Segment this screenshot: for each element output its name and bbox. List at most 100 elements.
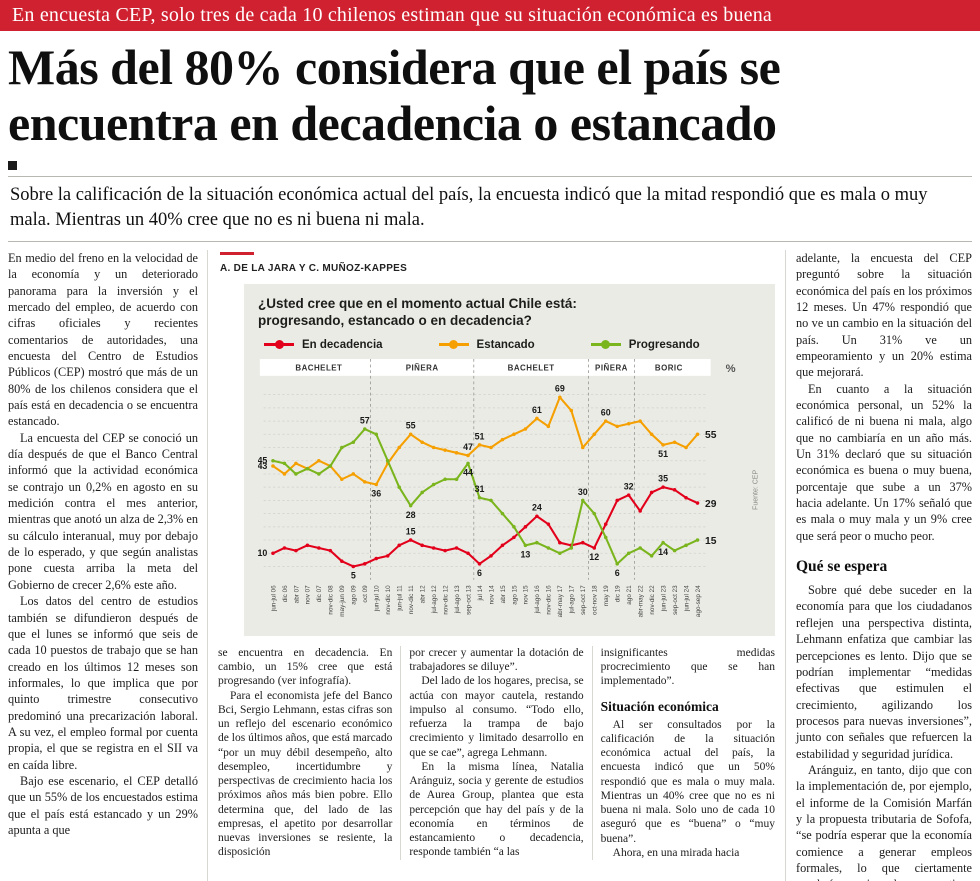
article-column-right: adelante, la encuesta del CEP preguntó s… bbox=[785, 249, 972, 881]
right-intro: adelante, la encuesta del CEP preguntó s… bbox=[796, 250, 972, 544]
headline: Más del 80% considera que el país se enc… bbox=[8, 39, 781, 151]
svg-text:may 19: may 19 bbox=[603, 585, 610, 606]
svg-text:abr-may 17: abr-may 17 bbox=[557, 585, 564, 618]
svg-text:32: 32 bbox=[624, 481, 634, 491]
svg-text:57: 57 bbox=[360, 415, 370, 425]
below-chart-columns: se encuentra en decadencia. En cambio, u… bbox=[218, 645, 775, 861]
svg-text:35: 35 bbox=[658, 473, 668, 483]
svg-text:51: 51 bbox=[658, 449, 668, 459]
svg-text:jul-ago 12: jul-ago 12 bbox=[431, 585, 438, 614]
svg-text:abr 12: abr 12 bbox=[419, 585, 426, 603]
paragraph: Sobre qué debe suceder en la economía pa… bbox=[796, 583, 972, 761]
svg-text:5: 5 bbox=[351, 570, 356, 580]
deck-paragraph: Sobre la calificación de la situación ec… bbox=[10, 185, 928, 230]
byline: A. DE LA JARA Y C. MUÑOZ-KAPPES bbox=[220, 251, 775, 276]
svg-text:PIÑERA: PIÑERA bbox=[595, 363, 628, 372]
article-column-mid-3: insignificantes medidas procrecimiento q… bbox=[591, 645, 775, 861]
paragraph: Bajo ese escenario, el CEP detalló que u… bbox=[8, 773, 198, 837]
svg-text:nov-dic 16: nov-dic 16 bbox=[546, 585, 553, 615]
article-body: En medio del freno en la velocidad de la… bbox=[0, 242, 980, 881]
chart-title: ¿Usted cree que en el momento actual Chi… bbox=[258, 295, 577, 328]
svg-text:14: 14 bbox=[658, 547, 668, 557]
byline-accent-rule bbox=[220, 251, 254, 255]
right-body: Sobre qué debe suceder en la economía pa… bbox=[796, 582, 972, 881]
svg-text:dic 19: dic 19 bbox=[615, 585, 622, 602]
svg-text:36: 36 bbox=[371, 488, 381, 498]
svg-text:BACHELET: BACHELET bbox=[295, 363, 342, 372]
svg-text:jul-ago 17: jul-ago 17 bbox=[569, 585, 576, 614]
svg-text:61: 61 bbox=[532, 405, 542, 415]
svg-text:28: 28 bbox=[406, 510, 416, 520]
svg-text:nov 15: nov 15 bbox=[523, 585, 530, 605]
svg-text:may-jun 09: may-jun 09 bbox=[339, 585, 346, 617]
svg-text:jul-ago 13: jul-ago 13 bbox=[454, 585, 461, 614]
svg-text:ago-sep 24: ago-sep 24 bbox=[695, 585, 702, 617]
svg-text:30: 30 bbox=[578, 486, 588, 496]
subhead-situacion-economica: Situación económica bbox=[600, 698, 719, 714]
svg-text:jun-jul 24: jun-jul 24 bbox=[683, 585, 690, 612]
svg-text:13: 13 bbox=[520, 549, 530, 559]
legend-item-estancado: Estancado bbox=[438, 339, 535, 351]
subhead-que-se-espera: Qué se espera bbox=[796, 558, 888, 576]
svg-text:jul 14: jul 14 bbox=[477, 585, 484, 602]
paragraph: Al ser consultados por la calificación d… bbox=[600, 718, 775, 845]
svg-text:nov-dic 08: nov-dic 08 bbox=[328, 585, 335, 615]
svg-text:55: 55 bbox=[406, 420, 416, 430]
svg-text:ago 15: ago 15 bbox=[511, 585, 518, 605]
svg-text:60: 60 bbox=[601, 407, 611, 417]
svg-text:oct 09: oct 09 bbox=[362, 585, 369, 603]
svg-text:44: 44 bbox=[463, 467, 473, 477]
svg-text:nov 07: nov 07 bbox=[305, 585, 312, 605]
legend-line-dot-marker bbox=[590, 340, 621, 350]
svg-text:sep-oct 17: sep-oct 17 bbox=[580, 585, 587, 615]
paragraph: Del lado de los hogares, precisa, se act… bbox=[409, 675, 584, 759]
legend-label: En decadencia bbox=[302, 338, 383, 351]
svg-text:51: 51 bbox=[475, 431, 485, 441]
article-column-mid-2: por crecer y aumentar la dotación de tra… bbox=[400, 645, 591, 860]
mid-3-body: Al ser consultados por la calificación d… bbox=[601, 718, 775, 861]
svg-text:BORIC: BORIC bbox=[655, 363, 683, 372]
paragraph: Los datos del centro de estudios también… bbox=[8, 594, 198, 772]
svg-text:abr-may 22: abr-may 22 bbox=[637, 585, 644, 618]
svg-text:%: % bbox=[726, 363, 736, 375]
paragraph: Para el economista jefe del Banco Bci, S… bbox=[218, 689, 393, 859]
article-column-center: A. DE LA JARA Y C. MUÑOZ-KAPPES ¿Usted c… bbox=[207, 249, 785, 881]
svg-text:sep-oct 13: sep-oct 13 bbox=[465, 585, 472, 615]
paragraph: En cuanto a la situación económica perso… bbox=[796, 381, 972, 543]
svg-text:15: 15 bbox=[406, 526, 416, 536]
paragraph: insignificantes medidas procrecimiento q… bbox=[600, 646, 775, 688]
svg-text:nov-dic 10: nov-dic 10 bbox=[385, 585, 392, 615]
svg-text:6: 6 bbox=[615, 568, 620, 578]
svg-text:nov-dic 12: nov-dic 12 bbox=[442, 585, 449, 615]
svg-text:15: 15 bbox=[705, 535, 717, 546]
article-column-mid-1: se encuentra en decadencia. En cambio, u… bbox=[218, 646, 400, 860]
divider-bottom bbox=[8, 240, 972, 242]
svg-text:abr 07: abr 07 bbox=[293, 585, 300, 603]
svg-text:jun-jul 06: jun-jul 06 bbox=[270, 585, 277, 612]
svg-text:nov-dic 22: nov-dic 22 bbox=[649, 585, 656, 615]
paragraph: La encuesta del CEP se conoció un día de… bbox=[8, 430, 198, 592]
legend-label: Progresando bbox=[628, 338, 700, 351]
section-bullet bbox=[8, 161, 17, 170]
article-column-left: En medio del freno en la velocidad de la… bbox=[8, 250, 207, 881]
svg-text:jun-jul 11: jun-jul 11 bbox=[397, 585, 404, 612]
paragraph: En la misma línea, Natalia Aránguiz, soc… bbox=[409, 760, 584, 859]
kicker-text: En encuesta CEP, solo tres de cada 10 ch… bbox=[12, 4, 773, 26]
paragraph: Ahora, en una mirada hacia bbox=[612, 846, 740, 859]
svg-text:sep-oct 23: sep-oct 23 bbox=[672, 585, 679, 615]
svg-text:ago 21: ago 21 bbox=[626, 585, 633, 605]
svg-text:47: 47 bbox=[463, 442, 473, 452]
svg-text:dic 06: dic 06 bbox=[282, 585, 289, 602]
kicker-bar: En encuesta CEP, solo tres de cada 10 ch… bbox=[0, 0, 980, 31]
legend-line-dot-marker bbox=[438, 340, 469, 350]
paragraph: se encuentra en decadencia. En cambio, u… bbox=[218, 646, 393, 688]
svg-text:jul-ago 16: jul-ago 16 bbox=[534, 585, 541, 614]
legend-line-dot-marker bbox=[264, 340, 294, 350]
byline-text: A. DE LA JARA Y C. MUÑOZ-KAPPES bbox=[220, 262, 408, 274]
svg-text:55: 55 bbox=[705, 430, 717, 441]
svg-text:jun-jul 23: jun-jul 23 bbox=[660, 585, 667, 612]
paragraph: En medio del freno en la velocidad de la… bbox=[8, 250, 198, 429]
svg-text:12: 12 bbox=[589, 552, 599, 562]
svg-text:43: 43 bbox=[258, 461, 267, 471]
